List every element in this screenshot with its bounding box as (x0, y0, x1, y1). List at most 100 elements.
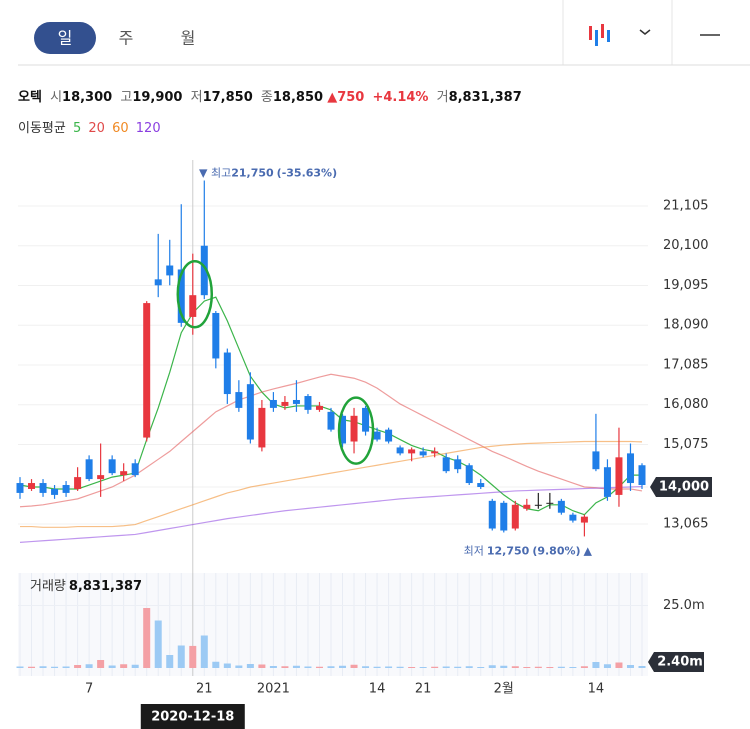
candle (569, 512, 577, 523)
volume-bar (500, 665, 508, 668)
volume-bar (315, 666, 323, 668)
tab-active[interactable] (34, 22, 96, 54)
y-tick-label: 15,075 (663, 437, 709, 452)
field-label: 고 (120, 90, 132, 105)
candle (580, 514, 588, 537)
y-tick-label: 16,080 (663, 397, 709, 412)
candle-body (315, 405, 323, 410)
volume-bar (373, 666, 381, 668)
volume-bar (603, 664, 611, 668)
candle-body (304, 396, 312, 410)
pct: (-35.63%) (277, 166, 337, 179)
x-tick-label: 2021 (257, 682, 290, 697)
high-annotation: ▼ 최고21,750 (-35.63%) (199, 166, 337, 179)
field-value: 8,831,387 (449, 90, 522, 105)
candle-body (454, 459, 462, 470)
volume-bar (62, 666, 70, 668)
candle (511, 500, 519, 531)
field-label: 종 (261, 90, 273, 105)
volume-bar (546, 667, 554, 668)
change: 750 (337, 90, 364, 105)
value: 21,750 (231, 166, 274, 179)
volume-bar (28, 666, 36, 668)
candle (488, 498, 496, 531)
tab[interactable]: 월 (181, 29, 196, 48)
value: 12,750 (487, 544, 530, 557)
chart-type-icon[interactable] (589, 24, 651, 46)
field-value: 18,850 (273, 90, 323, 105)
volume-bar (74, 665, 82, 668)
candle-body (465, 465, 473, 484)
candle-body (120, 471, 128, 476)
candle (269, 392, 277, 412)
field-value: 19,900 (132, 90, 182, 105)
current-volume-box (648, 652, 704, 672)
volume-bar (442, 666, 450, 668)
volume-bar (235, 665, 243, 668)
ma-line (19, 296, 642, 516)
volume-bar (200, 635, 208, 668)
candle-body (51, 488, 59, 495)
candle-body (626, 453, 634, 484)
candle-body (339, 415, 347, 444)
candle (327, 407, 335, 432)
candle-body (488, 500, 496, 529)
y-tick-label: 19,095 (663, 278, 709, 293)
volume-title: 거래량 8,831,387 (30, 579, 142, 594)
candle-body (615, 457, 623, 495)
volume-bar (523, 667, 531, 668)
candle-body (592, 451, 600, 470)
label: 최고 (211, 166, 231, 179)
candle-body (523, 504, 531, 509)
volume-bar (626, 665, 634, 668)
ma-line (19, 373, 643, 508)
candle (408, 447, 416, 462)
volume-bar (362, 666, 370, 668)
candle-body (131, 463, 139, 476)
current-volume-label: 2.40m (657, 655, 703, 670)
volume-bar (143, 608, 151, 668)
ma-legend: 이동평균 5 20 60 120 (18, 121, 161, 136)
candle (189, 253, 197, 335)
volume-bar (465, 666, 473, 668)
candle-body (292, 399, 300, 404)
tab[interactable]: 일 (58, 29, 73, 48)
pct: (9.80%) (532, 544, 580, 557)
candle-body (200, 245, 208, 296)
icon: ▲ (584, 544, 593, 557)
candle (28, 479, 36, 491)
candle (85, 455, 93, 482)
candle (442, 453, 450, 474)
volume-bar (592, 662, 600, 668)
candle-body (281, 401, 289, 406)
candle-body (212, 312, 220, 359)
candle-body (638, 465, 646, 486)
volume-bar (350, 664, 358, 668)
volume-bar (454, 666, 462, 668)
volume-bar (396, 666, 404, 668)
x-tick-label: 2월 (494, 682, 514, 697)
candle (534, 492, 542, 509)
candle-body (362, 407, 370, 432)
candle (638, 463, 646, 489)
y-tick-label: 17,085 (663, 357, 709, 372)
candle-body (269, 399, 277, 408)
volume-bar (246, 664, 254, 668)
candle-body (189, 295, 197, 317)
candle-body (557, 500, 565, 513)
candle (120, 463, 128, 482)
volume-bar (223, 663, 231, 668)
candle-body (534, 504, 542, 506)
volume-bar (292, 665, 300, 668)
candle (16, 477, 24, 499)
candle-body (327, 411, 335, 430)
candle (396, 445, 404, 456)
candle (62, 481, 70, 497)
x-tick-label: 14 (588, 682, 605, 697)
candle-body (419, 451, 427, 456)
tab[interactable]: 주 (119, 29, 134, 48)
candle-body (154, 279, 162, 286)
candle-body (74, 477, 82, 489)
volume-bar (477, 667, 485, 668)
candle (39, 479, 47, 497)
